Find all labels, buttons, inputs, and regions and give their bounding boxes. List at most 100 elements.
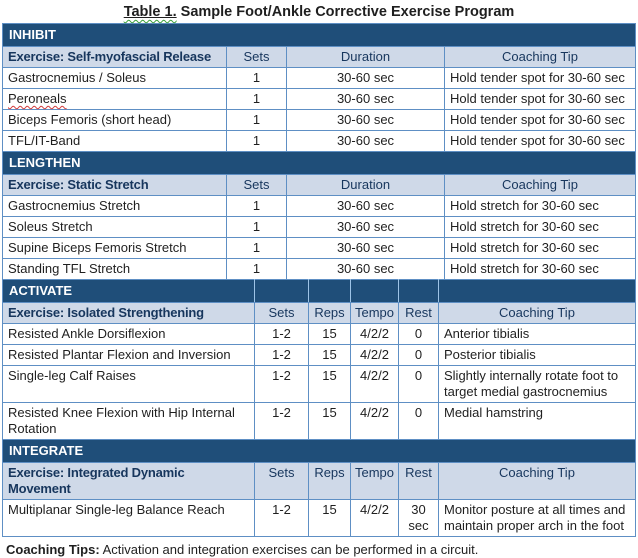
section-header-activate: ACTIVATE (2, 279, 255, 303)
sets-cell: 1 (226, 258, 287, 280)
sets-cell: 1 (226, 237, 287, 259)
sets-cell: 1 (226, 130, 287, 152)
column-header-duration: Duration (286, 46, 445, 68)
exercise-name-cell: Single-leg Calf Raises (2, 365, 255, 403)
sets-cell: 1 (226, 67, 287, 89)
exercise-program-table: INHIBIT Exercise: Self-myofascial Releas… (2, 23, 636, 537)
rest-cell: 30 sec (398, 499, 439, 537)
sets-cell: 1 (226, 216, 287, 238)
reps-cell: 15 (308, 499, 351, 537)
coaching-tip-cell: Hold tender spot for 30-60 sec (444, 130, 636, 152)
coaching-tip-cell: Monitor posture at all times and maintai… (438, 499, 636, 537)
column-header-exercise: Exercise: Self-myofascial Release (2, 46, 227, 68)
sets-cell: 1 (226, 88, 287, 110)
column-header-tempo: Tempo (350, 302, 399, 324)
rest-cell: 0 (398, 323, 439, 345)
column-header-coaching-tip: Coaching Tip (444, 174, 636, 196)
coaching-tip-cell: Hold stretch for 30-60 sec (444, 216, 636, 238)
column-header-rest: Rest (398, 302, 439, 324)
column-header-row: Exercise: Isolated Strengthening Sets Re… (2, 302, 636, 324)
column-header-exercise: Exercise: Isolated Strengthening (2, 302, 255, 324)
column-header-row: Exercise: Static Stretch Sets Duration C… (2, 174, 636, 196)
table-row: Resisted Plantar Flexion and Inversion 1… (2, 344, 636, 366)
column-header-coaching-tip: Coaching Tip (438, 462, 636, 500)
table-row: Standing TFL Stretch 1 30-60 sec Hold st… (2, 258, 636, 280)
column-header-row: Exercise: Self-myofascial Release Sets D… (2, 46, 636, 68)
table-row: TFL/IT-Band 1 30-60 sec Hold tender spot… (2, 130, 636, 152)
sets-cell: 1-2 (254, 365, 309, 403)
duration-cell: 30-60 sec (286, 67, 445, 89)
table-row: Biceps Femoris (short head) 1 30-60 sec … (2, 109, 636, 131)
table-row: Gastrocnemius / Soleus 1 30-60 sec Hold … (2, 67, 636, 89)
exercise-name-cell: Multiplanar Single-leg Balance Reach (2, 499, 255, 537)
section-header-row-lengthen: LENGTHEN (2, 151, 636, 175)
table-row: Gastrocnemius Stretch 1 30-60 sec Hold s… (2, 195, 636, 217)
section-lengthen: LENGTHEN Exercise: Static Stretch Sets D… (2, 151, 636, 280)
duration-cell: 30-60 sec (286, 88, 445, 110)
section-bar-cell (438, 279, 636, 303)
exercise-name-cell: Resisted Plantar Flexion and Inversion (2, 344, 255, 366)
tempo-cell: 4/2/2 (350, 323, 399, 345)
rest-cell: 0 (398, 402, 439, 440)
sets-cell: 1-2 (254, 323, 309, 345)
column-header-sets: Sets (254, 302, 309, 324)
section-header-row-activate: ACTIVATE (2, 279, 636, 303)
column-header-coaching-tip: Coaching Tip (444, 46, 636, 68)
duration-cell: 30-60 sec (286, 258, 445, 280)
table-row: Peroneals 1 30-60 sec Hold tender spot f… (2, 88, 636, 110)
column-header-exercise: Exercise: Static Stretch (2, 174, 227, 196)
coaching-tip-cell: Hold tender spot for 30-60 sec (444, 88, 636, 110)
exercise-name-cell: Soleus Stretch (2, 216, 227, 238)
footer-note-label: Coaching Tips: (6, 542, 100, 557)
section-header-integrate: INTEGRATE (2, 439, 636, 463)
rest-cell: 0 (398, 344, 439, 366)
exercise-name-cell: Supine Biceps Femoris Stretch (2, 237, 227, 259)
column-header-sets: Sets (226, 174, 287, 196)
column-header-sets: Sets (226, 46, 287, 68)
column-header-tempo: Tempo (350, 462, 399, 500)
section-header-lengthen: LENGTHEN (2, 151, 636, 175)
exercise-name-cell: Standing TFL Stretch (2, 258, 227, 280)
section-header-row-integrate: INTEGRATE (2, 439, 636, 463)
title-table-label: Table 1. (123, 4, 177, 20)
tempo-cell: 4/2/2 (350, 365, 399, 403)
table-row: Supine Biceps Femoris Stretch 1 30-60 se… (2, 237, 636, 259)
sets-cell: 1-2 (254, 344, 309, 366)
sets-cell: 1 (226, 109, 287, 131)
column-header-sets: Sets (254, 462, 309, 500)
column-header-reps: Reps (308, 462, 351, 500)
duration-cell: 30-60 sec (286, 109, 445, 131)
coaching-tip-cell: Hold tender spot for 30-60 sec (444, 109, 636, 131)
exercise-name-cell: Biceps Femoris (short head) (2, 109, 227, 131)
section-inhibit: INHIBIT Exercise: Self-myofascial Releas… (2, 23, 636, 152)
exercise-name-cell: Resisted Ankle Dorsiflexion (2, 323, 255, 345)
column-header-coaching-tip: Coaching Tip (438, 302, 636, 324)
coaching-tip-cell: Hold stretch for 30-60 sec (444, 258, 636, 280)
exercise-name-cell: TFL/IT-Band (2, 130, 227, 152)
coaching-tip-cell: Hold stretch for 30-60 sec (444, 195, 636, 217)
exercise-name-cell: Gastrocnemius / Soleus (2, 67, 227, 89)
duration-cell: 30-60 sec (286, 216, 445, 238)
column-header-duration: Duration (286, 174, 445, 196)
rest-cell: 0 (398, 365, 439, 403)
tempo-cell: 4/2/2 (350, 499, 399, 537)
sets-cell: 1-2 (254, 402, 309, 440)
sets-cell: 1 (226, 195, 287, 217)
column-header-reps: Reps (308, 302, 351, 324)
section-bar-cell (308, 279, 351, 303)
coaching-tip-cell: Hold stretch for 30-60 sec (444, 237, 636, 259)
footer-note-text: Activation and integration exercises can… (102, 542, 479, 557)
exercise-name-cell: Gastrocnemius Stretch (2, 195, 227, 217)
tempo-cell: 4/2/2 (350, 402, 399, 440)
table-row: Resisted Ankle Dorsiflexion 1-2 15 4/2/2… (2, 323, 636, 345)
coaching-tip-cell: Posterior tibialis (438, 344, 636, 366)
document-title: Table 1. Sample Foot/Ankle Corrective Ex… (0, 0, 638, 23)
exercise-name-cell: Peroneals (2, 88, 227, 110)
section-bar-cell (398, 279, 439, 303)
tempo-cell: 4/2/2 (350, 344, 399, 366)
table-row: Multiplanar Single-leg Balance Reach 1-2… (2, 499, 636, 537)
table-row: Single-leg Calf Raises 1-2 15 4/2/2 0 Sl… (2, 365, 636, 403)
duration-cell: 30-60 sec (286, 195, 445, 217)
section-bar-cell (254, 279, 309, 303)
coaching-tip-cell: Slightly internally rotate foot to targe… (438, 365, 636, 403)
